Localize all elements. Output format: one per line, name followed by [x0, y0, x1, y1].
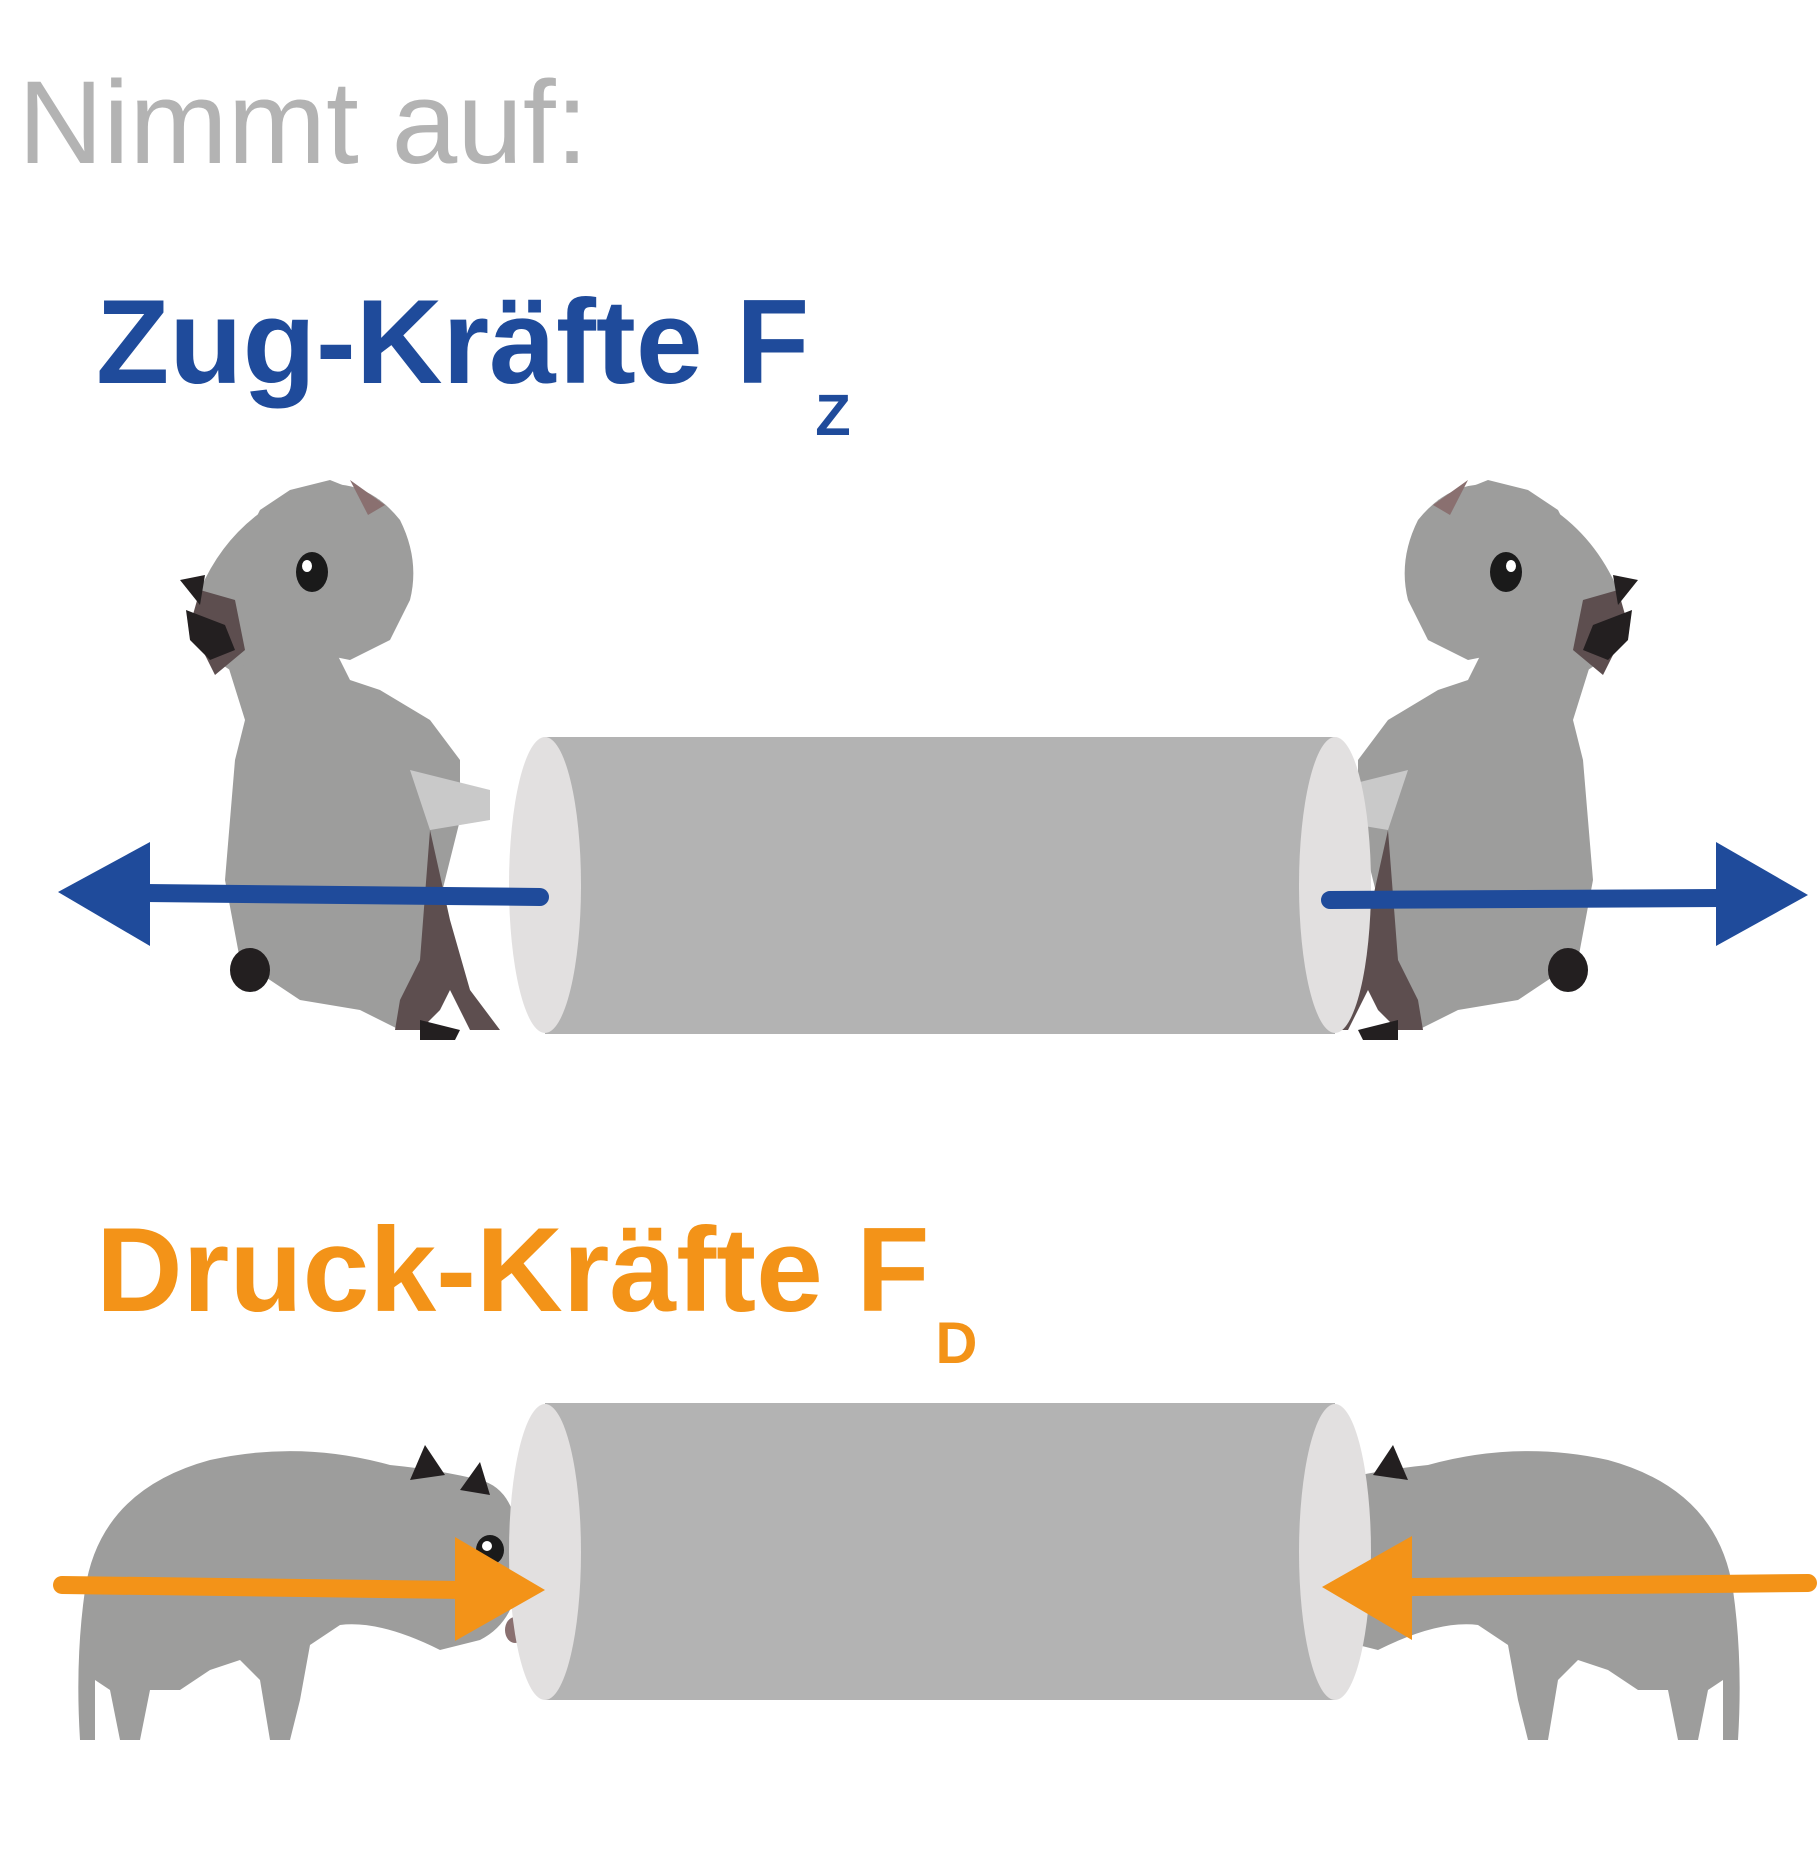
tension-heading: Zug-Kräfte FZ: [96, 282, 851, 445]
arrow-tension-left-icon: [58, 842, 549, 946]
capybara-left-icon: [180, 480, 500, 1040]
compression-label: Druck-Kräfte F: [96, 1203, 930, 1337]
tension-label: Zug-Kräfte F: [96, 275, 810, 409]
cylinder-tension-icon: [509, 737, 1371, 1034]
compression-heading: Druck-Kräfte FD: [96, 1210, 977, 1373]
cylinder-compression-icon: [509, 1403, 1371, 1700]
tension-subscript: Z: [815, 383, 851, 448]
compression-subscript: D: [935, 1311, 978, 1376]
arrow-compression-right-icon: [1322, 1536, 1817, 1640]
arrow-tension-right-icon: [1321, 842, 1808, 946]
arrow-compression-left-icon: [53, 1537, 545, 1641]
intro-title: Nimmt auf:: [18, 57, 589, 189]
compression-scene: [53, 1403, 1817, 1740]
tension-scene: [58, 480, 1808, 1040]
